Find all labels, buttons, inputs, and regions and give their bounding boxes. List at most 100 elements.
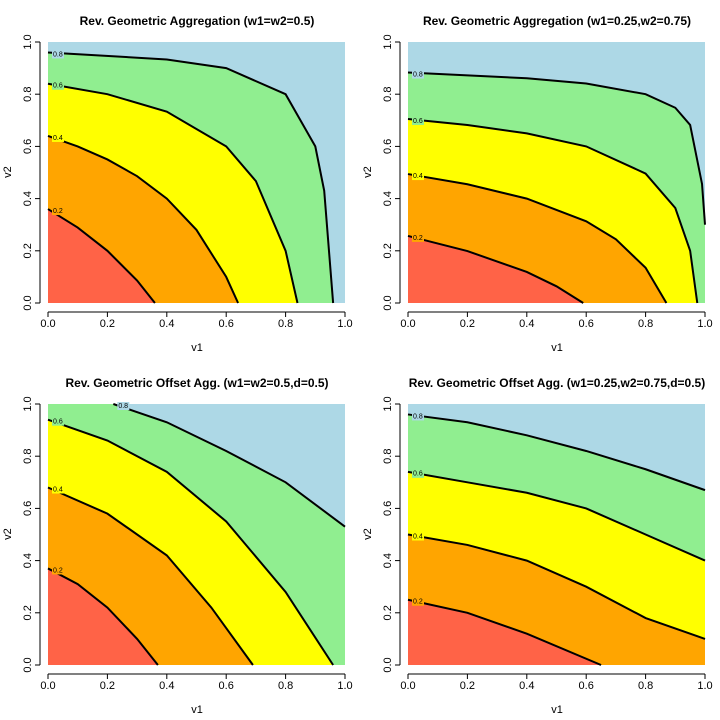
contour-label-bg — [52, 133, 64, 142]
contour-label-bg — [412, 70, 424, 79]
contour-label: 0.2 — [413, 235, 423, 242]
contour-label-bg — [52, 566, 64, 575]
y-axis-label: v2 — [2, 166, 14, 178]
contour-label-bg — [52, 50, 64, 59]
contour-line — [407, 173, 668, 304]
x-tick-label: 0.8 — [638, 318, 653, 330]
y-tick-label: 1.0 — [22, 396, 34, 411]
contour-label-bg — [412, 469, 424, 478]
contour-line — [113, 403, 346, 528]
x-tick-label: 1.0 — [697, 318, 712, 330]
x-tick-label: 1.0 — [337, 680, 352, 692]
x-tick-label: 1.0 — [337, 318, 352, 330]
y-axis-label: v2 — [362, 528, 374, 540]
contour-line — [407, 533, 706, 640]
y-tick-label: 1.0 — [382, 34, 394, 49]
y-tick-label: 1.0 — [22, 34, 34, 49]
contour-line — [407, 234, 584, 304]
x-tick-label: 0.2 — [460, 318, 475, 330]
y-tick-label: 0.0 — [382, 295, 394, 310]
x-tick-label: 0.0 — [400, 318, 415, 330]
contour-label: 0.8 — [413, 71, 423, 78]
x-axis-label: v1 — [191, 704, 203, 716]
x-tick-label: 0.6 — [219, 318, 234, 330]
contour-label: 0.2 — [53, 208, 63, 215]
contour-line — [47, 135, 239, 304]
contour-label: 0.2 — [53, 567, 63, 574]
y-tick-label: 0.4 — [382, 553, 394, 568]
y-tick-label: 0.2 — [382, 605, 394, 620]
x-tick-label: 0.8 — [638, 680, 653, 692]
contour-label-bg — [412, 233, 424, 242]
x-axis-label: v1 — [551, 342, 563, 354]
contour-line — [407, 71, 706, 225]
contour-label: 0.8 — [118, 403, 128, 410]
x-tick-label: 0.4 — [159, 680, 174, 692]
contour-line — [47, 567, 159, 666]
contour-line — [47, 82, 299, 304]
y-tick-label: 0.4 — [382, 191, 394, 206]
y-tick-label: 0.0 — [22, 295, 34, 310]
y-tick-label: 0.4 — [22, 553, 34, 568]
x-axis-label: v1 — [551, 704, 563, 716]
band — [408, 599, 602, 665]
contour-line — [407, 413, 706, 492]
x-tick-label: 0.2 — [100, 680, 115, 692]
contour-label: 0.4 — [413, 173, 423, 180]
y-tick-label: 0.4 — [22, 191, 34, 206]
contour-label-bg — [412, 597, 424, 606]
contour-line — [47, 418, 334, 666]
contour-label: 0.8 — [413, 413, 423, 420]
x-tick-label: 0.4 — [159, 318, 174, 330]
x-tick-label: 0.4 — [519, 680, 534, 692]
contour-line — [407, 118, 699, 304]
contour-line — [407, 470, 706, 562]
y-tick-label: 0.6 — [382, 139, 394, 154]
contour-label-bg — [52, 81, 64, 90]
x-tick-label: 0.2 — [460, 680, 475, 692]
x-tick-label: 0.0 — [40, 680, 55, 692]
contour-label: 0.4 — [53, 486, 63, 493]
y-tick-label: 1.0 — [382, 396, 394, 411]
contour-label-bg — [412, 116, 424, 125]
chart-title: Rev. Geometric Offset Agg. (w1=0.25,w2=0… — [409, 376, 705, 390]
x-tick-label: 0.0 — [40, 318, 55, 330]
y-tick-label: 0.0 — [22, 657, 34, 672]
contour-line — [47, 208, 156, 304]
chart-title: Rev. Geometric Aggregation (w1=0.25,w2=0… — [423, 14, 691, 28]
contour-label-bg — [412, 412, 424, 421]
y-axis-label: v2 — [2, 528, 14, 540]
contour-label-bg — [52, 207, 64, 216]
x-tick-label: 0.2 — [100, 318, 115, 330]
contour-label-bg — [52, 485, 64, 494]
contour-line — [47, 486, 254, 666]
contour-label: 0.2 — [413, 599, 423, 606]
contour-label: 0.6 — [53, 83, 63, 90]
contour-line — [47, 51, 335, 304]
y-tick-label: 0.8 — [382, 87, 394, 102]
contour-label: 0.8 — [53, 51, 63, 58]
x-axis-label: v1 — [191, 342, 203, 354]
band — [408, 235, 584, 303]
x-tick-label: 0.8 — [278, 318, 293, 330]
contour-label-bg — [52, 417, 64, 426]
contour-label: 0.4 — [53, 135, 63, 142]
y-tick-label: 0.2 — [22, 605, 34, 620]
band — [48, 209, 155, 303]
contour-label-bg — [117, 402, 130, 410]
x-tick-label: 0.6 — [579, 680, 594, 692]
y-axis-label: v2 — [362, 166, 374, 178]
x-tick-label: 0.8 — [278, 680, 293, 692]
contour-label: 0.6 — [413, 118, 423, 125]
contour-label-bg — [412, 172, 424, 181]
chart-title: Rev. Geometric Aggregation (w1=w2=0.5) — [80, 14, 315, 28]
x-tick-label: 0.0 — [400, 680, 415, 692]
y-tick-label: 0.8 — [22, 449, 34, 464]
y-tick-label: 0.2 — [22, 243, 34, 258]
contour-label: 0.4 — [413, 533, 423, 540]
contour-line — [407, 598, 602, 666]
y-tick-label: 0.0 — [382, 657, 394, 672]
y-tick-label: 0.8 — [382, 449, 394, 464]
y-tick-label: 0.2 — [382, 243, 394, 258]
